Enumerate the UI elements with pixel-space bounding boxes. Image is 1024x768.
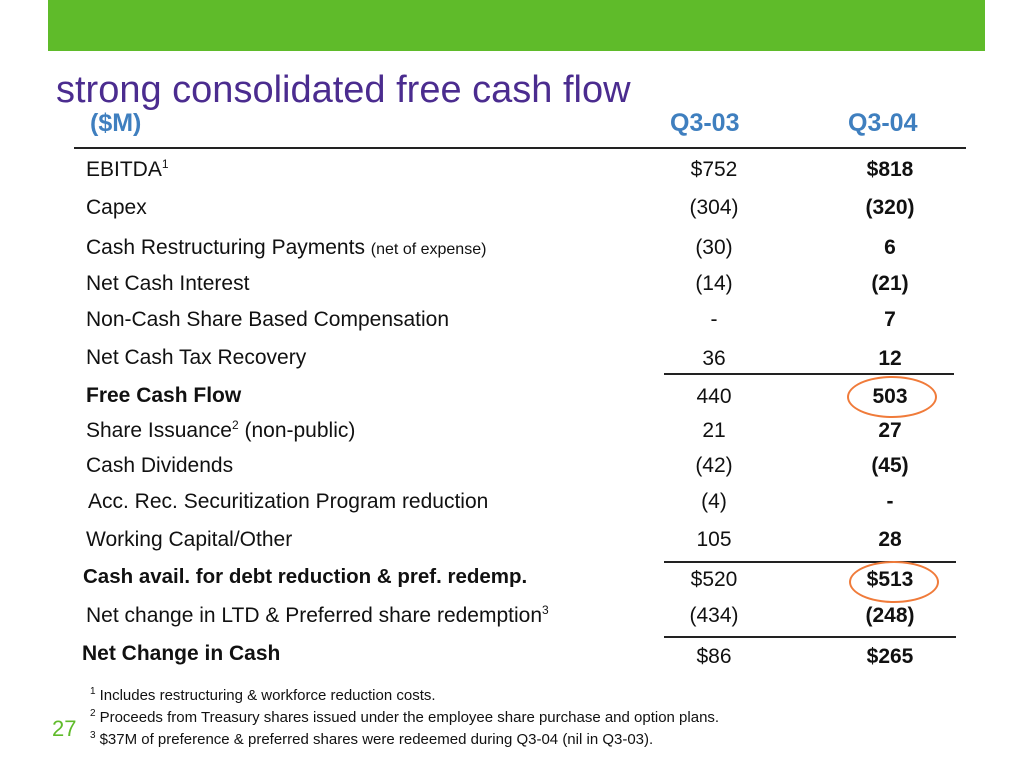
row-value-q3-04: (21) [871, 272, 909, 295]
subtotal-rule-3 [664, 636, 956, 638]
subtotal-rule-2 [664, 561, 956, 563]
row-value-q3-03: - [710, 308, 718, 331]
row-value-q3-04: (45) [871, 454, 909, 477]
row-value-q3-04: $818 [866, 158, 914, 181]
row-value-q3-04: 27 [878, 419, 902, 442]
row-value-q3-03: (42) [695, 454, 733, 477]
row-value-q3-04: (320) [865, 196, 915, 219]
row-value-q3-04: - [886, 490, 894, 513]
row-label-net-change-ltd: Net change in LTD & Preferred share rede… [86, 603, 549, 627]
row-value-q3-04: 6 [884, 236, 896, 259]
row-value-q3-03: $520 [690, 568, 738, 591]
row-label-ebitda: EBITDA1 [86, 157, 169, 181]
footnote-1: 1 Includes restructuring & workforce redu… [90, 686, 436, 705]
highlight-circle-free-cash-flow [847, 376, 937, 418]
row-label-note: (net of expense) [370, 241, 487, 258]
subtotal-rule-1 [664, 373, 954, 375]
slide-title: strong consolidated free cash flow [56, 69, 631, 111]
row-value-q3-03: (4) [701, 490, 727, 513]
row-label-cash-restructuring: Cash Restructuring Payments (net of expe… [86, 236, 487, 259]
row-value-q3-03: $752 [690, 158, 738, 181]
row-value-q3-03: 36 [702, 347, 726, 370]
row-value-q3-04: 28 [878, 528, 902, 551]
row-value-q3-04: 7 [884, 308, 896, 331]
header-rule [74, 147, 966, 149]
row-value-q3-03: 105 [696, 528, 732, 551]
footnote-3: 3 $37M of preference & preferred shares w… [90, 730, 654, 749]
row-label-non-cash-share-comp: Non-Cash Share Based Compensation [86, 308, 450, 331]
footnote-ref: 3 [542, 603, 549, 617]
row-value-q3-04: $265 [866, 645, 914, 668]
row-value-q3-04: 12 [878, 347, 902, 370]
footnote-ref: 2 [231, 418, 239, 432]
unit-header: ($M) [90, 109, 142, 137]
row-label-capex: Capex [86, 196, 147, 219]
footnote-ref: 1 [161, 157, 169, 171]
row-value-q3-03: 21 [702, 419, 726, 442]
footnote-2: 2 Proceeds from Treasury shares issued un… [90, 708, 720, 727]
row-label-acc-rec-securitization: Acc. Rec. Securitization Program reducti… [88, 490, 489, 513]
page-number: 27 [52, 716, 77, 741]
row-label-net-cash-interest: Net Cash Interest [86, 272, 250, 295]
row-label-cash-avail-debt-reduction: Cash avail. for debt reduction & pref. r… [83, 565, 528, 588]
highlight-circle-cash-avail [849, 561, 939, 603]
row-label-cash-dividends: Cash Dividends [86, 454, 234, 477]
row-label-net-cash-tax-recovery: Net Cash Tax Recovery [86, 346, 307, 369]
row-value-q3-03: 440 [696, 385, 732, 408]
row-value-q3-04: (248) [865, 604, 915, 627]
row-label-note: (non-public) [244, 419, 356, 442]
row-label-free-cash-flow: Free Cash Flow [86, 384, 242, 407]
top-accent-bar [48, 0, 985, 51]
row-value-q3-03: (434) [689, 604, 739, 627]
row-value-q3-03: (304) [689, 196, 739, 219]
row-value-q3-03: $86 [696, 645, 732, 668]
row-value-q3-03: (14) [695, 272, 733, 295]
row-label-net-change-in-cash: Net Change in Cash [82, 642, 281, 665]
row-label-share-issuance: Share Issuance2 (non-public) [86, 418, 356, 442]
row-label-working-capital: Working Capital/Other [86, 528, 293, 551]
column-header-q3-03: Q3-03 [670, 109, 740, 137]
row-value-q3-03: (30) [695, 236, 733, 259]
column-header-q3-04: Q3-04 [848, 109, 918, 137]
